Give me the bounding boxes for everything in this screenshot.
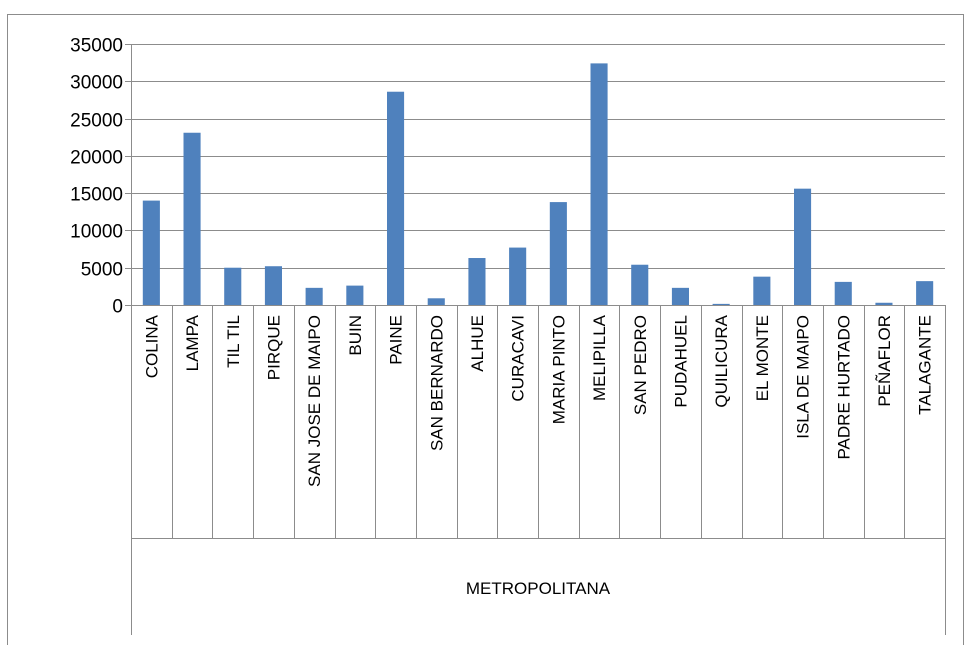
y-tick-label: 15000 xyxy=(70,185,123,206)
x-tick-label: SAN BERNARDO xyxy=(427,315,446,451)
bar xyxy=(794,188,812,305)
x-tick-label: COLINA xyxy=(142,314,161,378)
x-tick-label: PADRE HURTADO xyxy=(834,315,853,460)
bar xyxy=(468,258,486,305)
y-tick-label: 10000 xyxy=(70,222,123,243)
y-tick-label: 35000 xyxy=(70,36,123,57)
x-tick-label: TIL TIL xyxy=(224,315,243,368)
bars xyxy=(142,63,934,306)
x-tick-label: MELIPILLA xyxy=(590,314,609,401)
bar xyxy=(590,63,608,305)
bar xyxy=(671,287,689,305)
x-tick-label: CURACAVI xyxy=(509,315,528,402)
x-tick-label: PUDAHUEL xyxy=(671,315,690,408)
x-tick-label: PEÑAFLOR xyxy=(875,315,894,407)
x-tick-label: MARIA PINTO xyxy=(549,315,568,424)
y-axis: 0 5000 10000 15000 20000 25000 30000 35000 xyxy=(70,36,132,635)
y-tick-label: 5000 xyxy=(81,260,123,281)
y-tick-label: 25000 xyxy=(70,111,123,132)
x-tick-label: PAINE xyxy=(387,315,406,365)
x-tick-label: LAMPA xyxy=(183,314,202,371)
bar xyxy=(549,202,567,305)
x-tick-label: ALHUE xyxy=(468,315,487,372)
bar xyxy=(712,303,730,305)
bar xyxy=(346,285,364,305)
y-tick-label: 0 xyxy=(112,297,123,318)
bar xyxy=(875,302,893,305)
bar xyxy=(509,247,527,305)
x-tick-label: QUILICURA xyxy=(712,314,731,407)
x-tick-label: ISLA DE MAIPO xyxy=(794,315,813,439)
y-tick-label: 30000 xyxy=(70,73,123,94)
bar xyxy=(753,276,771,305)
bar xyxy=(387,91,405,306)
y-tick-label: 20000 xyxy=(70,148,123,169)
x-tick-label: EL MONTE xyxy=(753,315,772,401)
bar xyxy=(427,298,445,305)
bar xyxy=(631,264,649,305)
x-tick-label: PIRQUE xyxy=(264,315,283,380)
group-label: METROPOLITANA xyxy=(466,579,611,598)
bar xyxy=(142,200,160,305)
bar xyxy=(916,281,934,305)
bar xyxy=(224,267,242,305)
x-axis: COLINA LAMPA TIL TIL PIRQUE SAN JOSE DE MAIP… xyxy=(131,305,946,635)
bar xyxy=(834,281,852,305)
x-tick-label: SAN JOSE DE MAIPO xyxy=(305,315,324,487)
bar xyxy=(183,132,201,305)
x-tick-label: TALAGANTE xyxy=(916,315,935,415)
x-tick-label: SAN PEDRO xyxy=(631,315,650,415)
bar xyxy=(305,287,323,305)
x-tick-label: BUIN xyxy=(346,315,365,356)
bar xyxy=(264,266,282,305)
